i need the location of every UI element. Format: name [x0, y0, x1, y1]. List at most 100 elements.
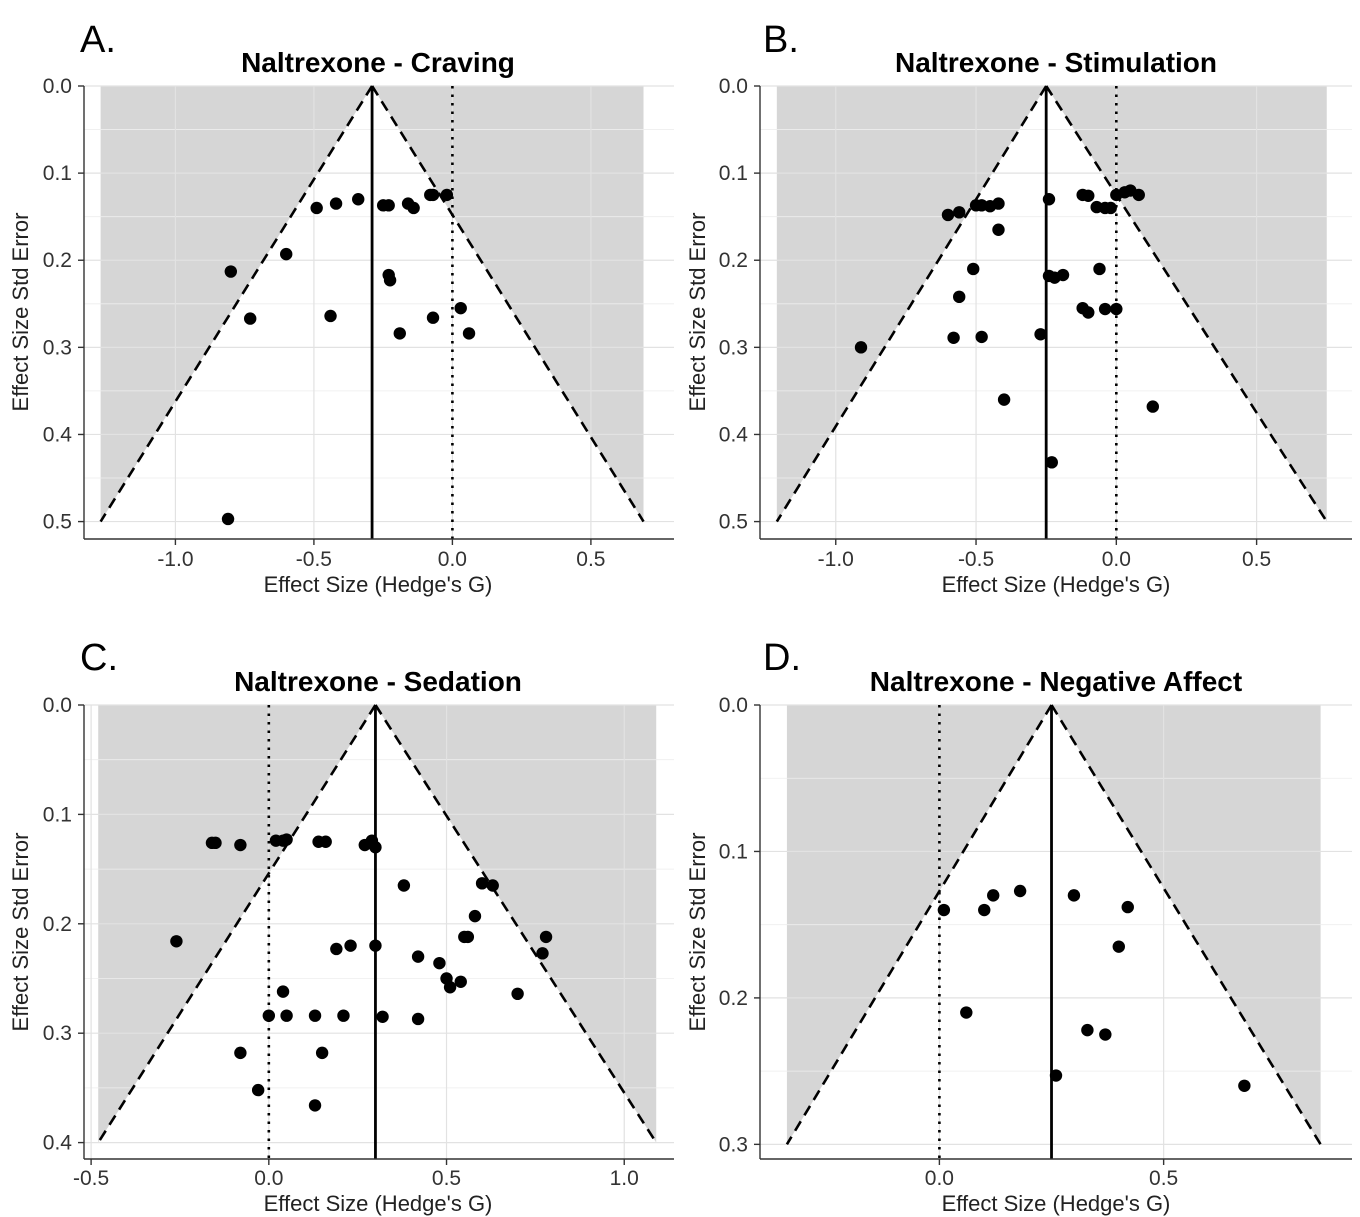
- panel-c-point-34: [376, 1010, 389, 1023]
- panel-d-ytick-label-0p3: 0.3: [719, 1133, 748, 1156]
- panel-a-point-20: [221, 512, 235, 526]
- panel-b-funnel-left: [775, 85, 1048, 523]
- panel-b-point-10: [975, 330, 988, 344]
- panel-a-point-14: [243, 312, 257, 325]
- panel-a-point-13: [383, 274, 397, 287]
- panel-c-point-37: [315, 1046, 329, 1060]
- panel-c-point-39: [308, 1099, 322, 1112]
- panel-b-point-20: [1082, 189, 1095, 202]
- panel-c-point-1: [209, 836, 222, 850]
- panel-b-point-14: [1034, 328, 1047, 341]
- panel-b-ytick-label-0p3: 0.3: [719, 336, 748, 359]
- panel-b-xtick-label-m1: -1.0: [818, 548, 854, 571]
- panel-a-title: Naltrexone - Craving: [241, 47, 515, 78]
- panel-b-point-18: [1045, 456, 1058, 469]
- panel-b-point-30: [1082, 306, 1095, 319]
- panel-b-x-axis-title: Effect Size (Hedge's G): [942, 572, 1171, 597]
- panel-c-point-33: [337, 1009, 350, 1022]
- panel-c-point-21: [344, 939, 357, 952]
- panel-d-point-10: [1049, 1069, 1063, 1082]
- panel-c-point-14: [486, 879, 499, 892]
- panel-a-ytick-label-0: 0.0: [43, 75, 72, 98]
- panel-a-point-7: [352, 193, 365, 206]
- panel-c-point-26: [443, 981, 457, 994]
- panel-c-point-2: [234, 838, 247, 852]
- panel-c-ytick-label-0p1: 0.1: [43, 803, 72, 826]
- panel-c-point-18: [536, 947, 549, 960]
- panel-b-xtick-label-0p5: 0.5: [1242, 548, 1271, 571]
- panel-d-label: D.: [763, 637, 801, 679]
- panel-b-ytick-label-0: 0.0: [719, 75, 748, 98]
- panel-a-point-6: [376, 199, 390, 212]
- panel-a-x-axis-title: Effect Size (Hedge's G): [264, 572, 493, 597]
- panel-b-point-32: [1110, 302, 1123, 316]
- panel-c-xtick-label-0: 0.0: [254, 1167, 283, 1190]
- panel-d-funnel-right: [1050, 704, 1322, 1146]
- panel-a-funnel-left: [99, 85, 374, 523]
- panel-a-xtick-label-0p5: 0.5: [576, 548, 605, 571]
- panel-c-y-axis-title: Effect Size Std Error: [8, 833, 33, 1032]
- panel-c-point-31: [280, 1009, 293, 1022]
- panel-c-point-20: [330, 942, 343, 956]
- panel-c-point-5: [280, 833, 293, 846]
- panel-d-ytick-label-0p1: 0.1: [719, 840, 748, 863]
- panel-c-point-38: [251, 1083, 265, 1097]
- panel-a-label: A.: [80, 19, 116, 61]
- panel-a-ytick-label-0p3: 0.3: [43, 336, 72, 359]
- panel-a-point-17: [454, 301, 467, 315]
- panel-d-point-11: [1238, 1079, 1251, 1092]
- panel-c-point-29: [276, 985, 290, 998]
- panel-c-point-17: [461, 930, 475, 944]
- panel-c-point-35: [411, 1012, 425, 1026]
- panel-b-ytick-label-0p5: 0.5: [719, 511, 748, 534]
- panel-a-point-1: [426, 188, 440, 202]
- panel-b-point-9: [947, 331, 960, 344]
- panel-d-point-3: [1013, 884, 1027, 898]
- panel-b-point-31: [1098, 302, 1112, 316]
- panel-a-point-4: [401, 197, 415, 210]
- panel-b-point-6: [992, 223, 1005, 236]
- panel-d-xtick-label-0: 0.0: [925, 1167, 954, 1190]
- panel-c-point-15: [468, 909, 482, 923]
- panel-d-ytick-label-0p2: 0.2: [719, 987, 748, 1010]
- panel-c-point-7: [319, 835, 332, 848]
- panel-c-funnel-left: [97, 704, 377, 1144]
- panel-a-point-18: [393, 327, 406, 340]
- panel-c: C. Naltrexone - Sedation 0.0 0.1 0.2 0.3 0.4-0…: [8, 637, 674, 1216]
- panel-c-xtick-label-m0p5: -0.5: [73, 1167, 109, 1190]
- panel-b-y-axis-title: Effect Size Std Error: [685, 213, 710, 412]
- panel-a-point-2: [440, 188, 454, 202]
- panel-a-point-9: [310, 201, 323, 215]
- panel-c-point-11: [170, 935, 183, 948]
- panel-d-point-2: [987, 889, 1000, 902]
- panel-b-title: Naltrexone - Stimulation: [895, 47, 1217, 78]
- panel-a-ytick-label-0p4: 0.4: [43, 423, 73, 446]
- panel-c-point-12: [397, 879, 411, 892]
- panel-a-ytick-label-0p2: 0.2: [43, 249, 72, 272]
- panel-b-point-17: [1056, 268, 1070, 282]
- panel-c-xtick-label-0p5: 0.5: [432, 1167, 461, 1190]
- panel-c-funnel-right: [374, 704, 658, 1144]
- panel-c-ytick-label-0p3: 0.3: [43, 1022, 72, 1045]
- panel-b-point-11: [854, 341, 868, 354]
- panel-b-xtick-label-m0p5: -0.5: [958, 548, 994, 571]
- panel-c-point-22: [369, 939, 382, 952]
- panel-d-funnel-left: [785, 704, 1053, 1146]
- panel-c-point-10: [369, 841, 382, 854]
- panel-b-point-33: [1146, 400, 1159, 413]
- panel-b-point-23: [1104, 201, 1117, 215]
- panel-d-point-0: [937, 903, 951, 917]
- panel-d-point-4: [960, 1006, 973, 1019]
- panel-b-point-28: [1093, 262, 1106, 276]
- panel-c-ytick-label-0: 0.0: [43, 694, 72, 717]
- panel-d-x-axis-title: Effect Size (Hedge's G): [942, 1191, 1171, 1216]
- panel-b-ytick-label-0p1: 0.1: [719, 162, 748, 185]
- panel-b-funnel-right: [1045, 85, 1328, 523]
- panel-a-ytick-label-0p1: 0.1: [43, 162, 72, 185]
- panel-b-xtick-label-0: 0.0: [1102, 548, 1131, 571]
- panel-c-title: Naltrexone - Sedation: [234, 666, 522, 697]
- panel-b-point-5: [992, 197, 1005, 210]
- panel-d-point-7: [1112, 940, 1125, 953]
- panel-a-xtick-label-m1: -1.0: [157, 548, 193, 571]
